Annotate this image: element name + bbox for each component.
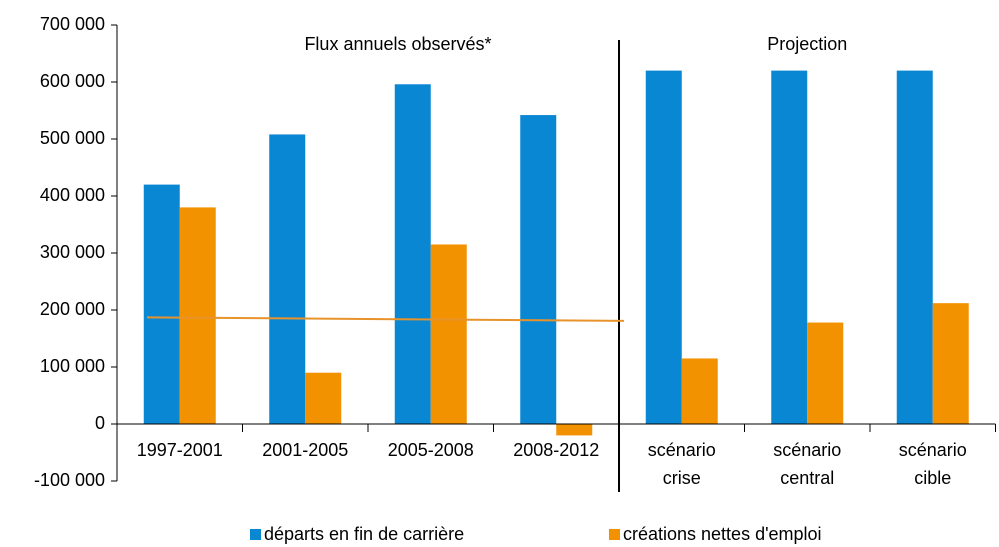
bar (394, 84, 431, 424)
bar (932, 303, 969, 424)
x-tick-label: 2008-2012 (513, 440, 600, 460)
y-tick-label: 700 000 (40, 14, 105, 34)
x-tick-label: 2005-2008 (387, 440, 474, 460)
bar (896, 70, 933, 424)
x-tick-label: scénario cible (898, 440, 967, 488)
x-tick-label: 1997-2001 (136, 440, 223, 460)
y-tick-label: -100 000 (34, 470, 105, 490)
bar (556, 424, 593, 436)
bar (430, 244, 467, 424)
legend-label: départs en fin de carrière (264, 524, 464, 544)
y-tick-label: 400 000 (40, 185, 105, 205)
bar (520, 115, 557, 424)
reference-line (146, 316, 625, 322)
annotation: Projection (767, 34, 847, 54)
legend-swatch (609, 529, 620, 540)
bar (645, 70, 682, 424)
bar (143, 184, 180, 424)
y-tick-label: 0 (95, 413, 105, 433)
y-tick-label: 300 000 (40, 242, 105, 262)
bar (269, 134, 306, 424)
x-tick-label: scénario central (773, 440, 842, 488)
bar (807, 322, 844, 424)
annotation: Flux annuels observés* (304, 34, 491, 54)
legend-label: créations nettes d'emploi (623, 524, 822, 544)
y-tick-label: 600 000 (40, 71, 105, 91)
x-tick-label: scénario crise (647, 440, 716, 488)
legend-swatch (250, 529, 261, 540)
bar (305, 372, 342, 424)
y-tick-label: 200 000 (40, 299, 105, 319)
x-tick-label: 2001-2005 (262, 440, 349, 460)
y-tick-label: 500 000 (40, 128, 105, 148)
bar (681, 358, 718, 424)
bar (179, 207, 216, 424)
y-tick-label: 100 000 (40, 356, 105, 376)
bar (771, 70, 808, 424)
